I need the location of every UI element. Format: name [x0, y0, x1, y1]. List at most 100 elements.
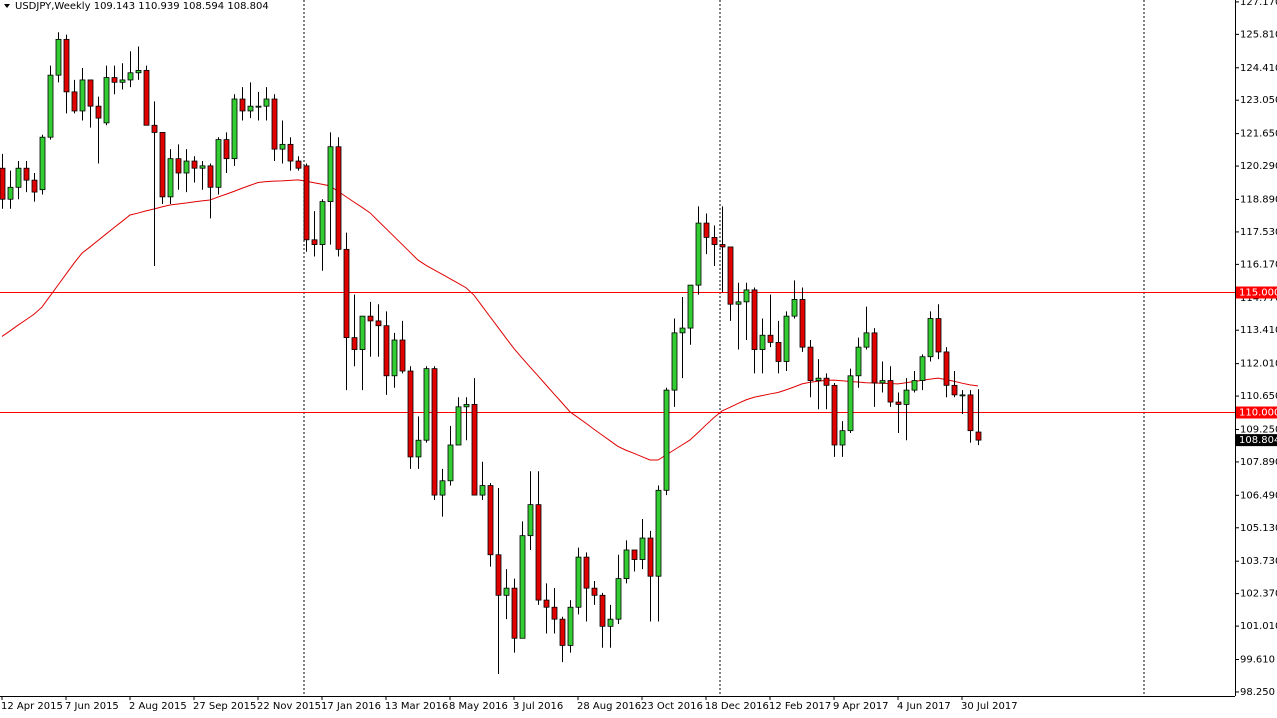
- candle-body: [215, 139, 222, 188]
- candle-body: [111, 77, 118, 83]
- y-tick-label: 105.130: [1240, 523, 1277, 534]
- candle-body: [0, 167, 6, 200]
- candle-body: [367, 315, 374, 322]
- candle-body: [495, 554, 502, 596]
- candle-body: [527, 504, 534, 537]
- candle-body: [143, 69, 150, 126]
- candle-body: [735, 301, 742, 305]
- y-tick-label: 121.650: [1240, 129, 1277, 140]
- candle-body: [767, 334, 774, 343]
- candle-body: [407, 370, 414, 458]
- candle-body: [759, 334, 766, 350]
- x-tick-label: 2 Aug 2015: [129, 701, 187, 712]
- y-tick-label: 124.410: [1240, 63, 1277, 74]
- candle-body: [631, 549, 638, 560]
- y-tick-label: 99.610: [1240, 654, 1275, 665]
- y-tick-label: 98.250: [1240, 687, 1275, 698]
- x-tick-label: 30 Jul 2017: [961, 701, 1018, 712]
- candle-body: [487, 485, 494, 556]
- candle-body: [279, 143, 286, 150]
- candle-body: [551, 606, 558, 620]
- candle-body: [727, 246, 734, 305]
- candle-body: [63, 38, 70, 93]
- y-tick-label: 123.050: [1240, 95, 1277, 106]
- candle-body: [399, 339, 406, 372]
- x-tick-label: 8 May 2016: [449, 701, 508, 712]
- candle-body: [263, 98, 270, 107]
- price-tag-label: 108.804: [1239, 435, 1277, 446]
- candle-body: [695, 222, 702, 286]
- y-tick-label: 109.250: [1240, 424, 1277, 435]
- candle-body: [287, 143, 294, 162]
- level-tag-label: 110.000: [1239, 408, 1277, 419]
- candle-body: [943, 351, 950, 386]
- candle-body: [87, 79, 94, 107]
- candle-body: [119, 79, 126, 83]
- candle-body: [575, 556, 582, 608]
- candle-body: [663, 389, 670, 491]
- level-tag-label: 115.000: [1239, 288, 1277, 299]
- candle-body: [831, 384, 838, 446]
- candle-body: [639, 537, 646, 560]
- menu-triangle[interactable]: [4, 4, 10, 8]
- candle-body: [455, 406, 462, 446]
- candle-body: [935, 318, 942, 353]
- y-tick-label: 102.370: [1240, 589, 1277, 600]
- x-tick-label: 7 Jun 2015: [65, 701, 119, 712]
- candle-body: [975, 431, 982, 441]
- candle-body: [719, 244, 726, 248]
- candle-body: [39, 136, 46, 191]
- candle-body: [383, 325, 390, 377]
- candle-body: [855, 346, 862, 377]
- candle-body: [871, 332, 878, 384]
- candle-body: [879, 380, 886, 384]
- candle-body: [439, 480, 446, 496]
- candle-body: [199, 165, 206, 169]
- price-tag: [1236, 434, 1277, 447]
- candle-body: [647, 537, 654, 577]
- x-tick-label: 17 Jan 2016: [321, 701, 381, 712]
- x-tick-label: 28 Aug 2016: [577, 701, 641, 712]
- candle-body: [447, 444, 454, 482]
- y-tick-label: 116.170: [1240, 259, 1277, 270]
- candle-body: [247, 105, 254, 112]
- candle-body: [303, 165, 310, 241]
- candle-body: [95, 105, 102, 119]
- candle-body: [535, 504, 542, 601]
- candle-body: [847, 375, 854, 432]
- x-tick-label: 18 Dec 2016: [705, 701, 769, 712]
- x-tick-label: 13 Mar 2016: [385, 701, 448, 712]
- candle-body: [103, 77, 110, 124]
- candle-body: [207, 165, 214, 188]
- candle-body: [887, 380, 894, 403]
- y-tick-label: 112.010: [1240, 359, 1277, 370]
- y-tick-label: 117.530: [1240, 227, 1277, 238]
- candle-body: [415, 439, 422, 458]
- candle-body: [71, 91, 78, 112]
- candle-body: [615, 578, 622, 620]
- candle-body: [599, 594, 606, 627]
- candle-body: [967, 394, 974, 432]
- candle-body: [903, 389, 910, 405]
- candle-body: [783, 315, 790, 362]
- candle-body: [167, 158, 174, 198]
- header-close: 108.804: [227, 1, 268, 12]
- x-tick-label: 9 Apr 2017: [833, 701, 888, 712]
- x-tick-label: 12 Feb 2017: [769, 701, 831, 712]
- candle-body: [431, 368, 438, 496]
- y-tick-label: 107.890: [1240, 457, 1277, 468]
- candle-body: [687, 284, 694, 329]
- y-tick-label: 101.010: [1240, 621, 1277, 632]
- candle-body: [7, 186, 14, 200]
- candle-body: [23, 167, 30, 181]
- candle-body: [55, 38, 62, 76]
- candle-body: [47, 74, 54, 138]
- candle-body: [559, 618, 566, 646]
- candle-body: [791, 299, 798, 317]
- candle-body: [671, 332, 678, 391]
- candle-body: [159, 132, 166, 198]
- header-open: 109.143: [94, 1, 135, 12]
- candle-body: [463, 404, 470, 408]
